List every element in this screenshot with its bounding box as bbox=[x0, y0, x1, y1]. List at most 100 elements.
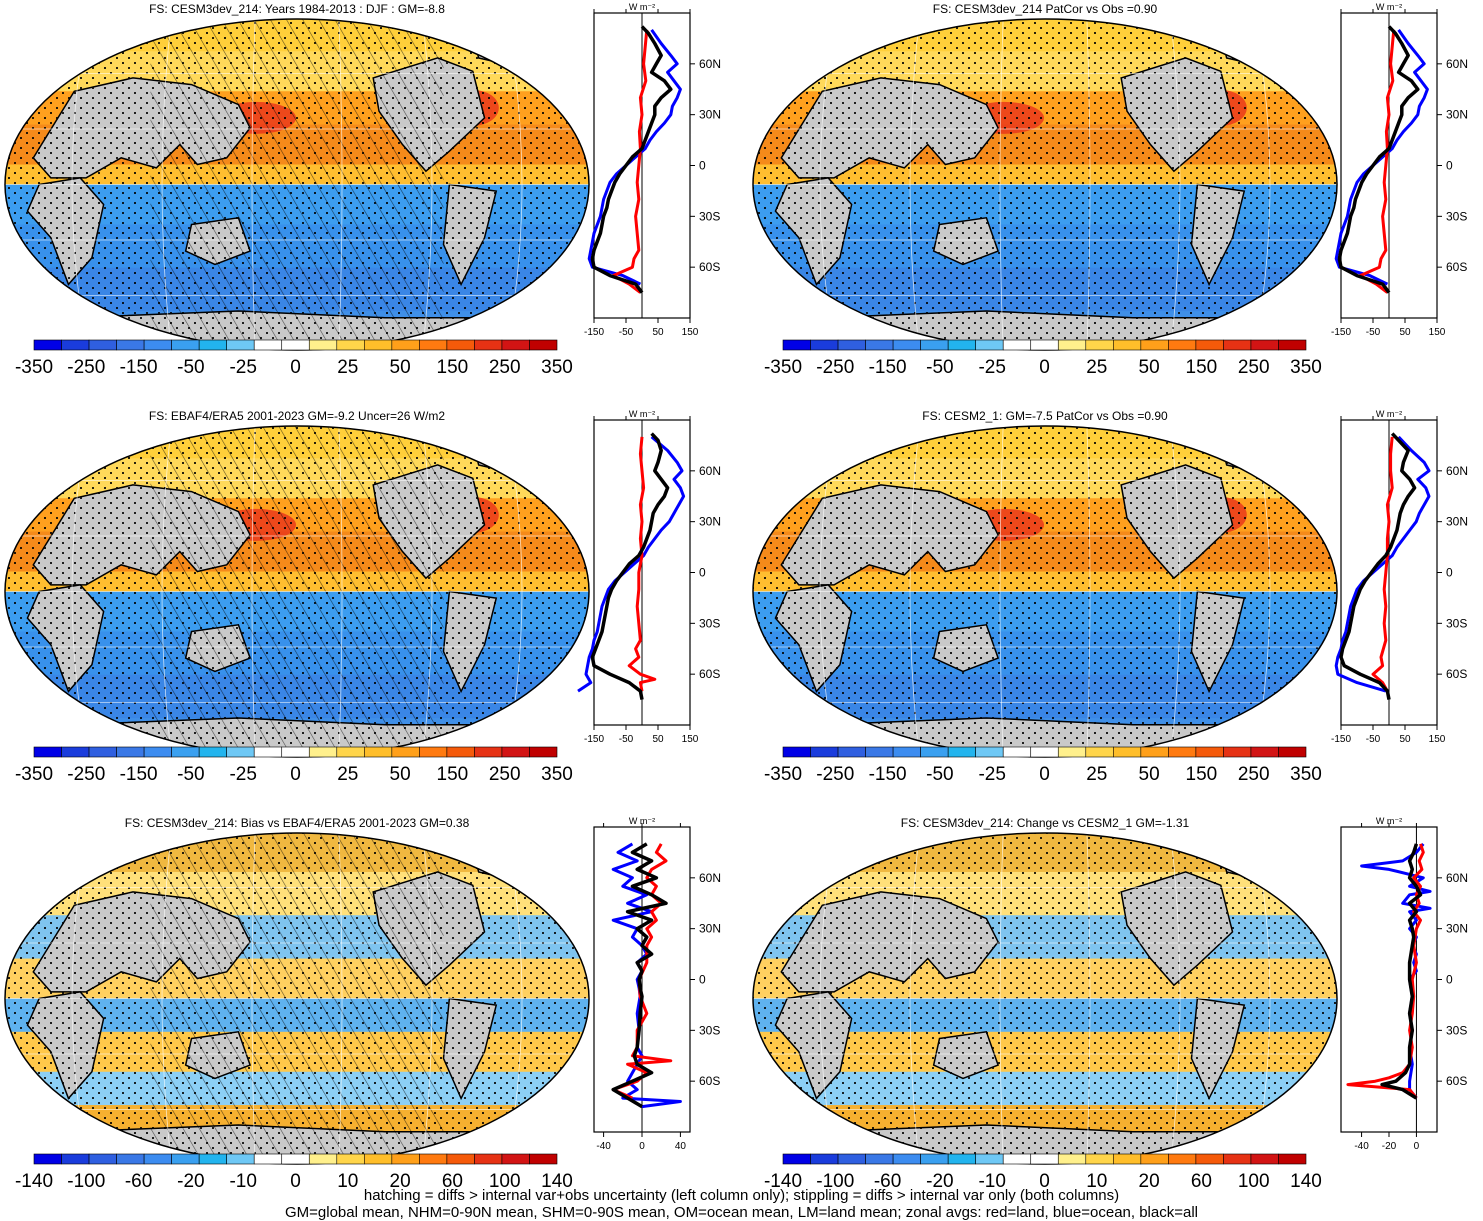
colorbar-label: 50 bbox=[390, 357, 411, 378]
colorbar-label: 20 bbox=[390, 1171, 411, 1192]
y-tick-label: 30S bbox=[1446, 1023, 1467, 1037]
colorbar-label: 350 bbox=[541, 764, 573, 785]
colorbar-label: 250 bbox=[489, 357, 521, 378]
colorbar-swatch bbox=[1057, 746, 1087, 758]
colorbar-swatch bbox=[364, 339, 393, 351]
colorbar-swatch bbox=[782, 746, 811, 758]
zonal-series-black bbox=[590, 432, 670, 700]
colorbar-swatch bbox=[501, 746, 530, 758]
colorbar-label: 20 bbox=[1139, 1171, 1160, 1192]
colorbar-swatch bbox=[865, 339, 894, 351]
colorbar-label: 0 bbox=[1039, 1171, 1050, 1192]
footer-legend-note: GM=global mean, NHM=0-90N mean, SHM=0-90… bbox=[284, 1204, 1198, 1221]
x-tick-label: 150 bbox=[1429, 734, 1446, 745]
colorbar-label: 0 bbox=[290, 1171, 301, 1192]
x-tick-label: 0 bbox=[639, 1141, 645, 1152]
colorbar-label: -50 bbox=[177, 764, 204, 785]
colorbar-swatch bbox=[143, 339, 172, 351]
graticule-line bbox=[1086, 426, 1091, 757]
colorbar-swatch bbox=[88, 1153, 117, 1165]
colorbar-label: -350 bbox=[15, 764, 53, 785]
footer-hatching-note: hatching = diffs > internal var+obs unce… bbox=[363, 1187, 1120, 1204]
colorbar-label: 150 bbox=[437, 357, 469, 378]
zonal-series-black bbox=[590, 25, 673, 294]
colorbar-swatch bbox=[1250, 746, 1279, 758]
colorbar-label: -50 bbox=[926, 764, 953, 785]
y-tick-label: 60S bbox=[699, 1074, 720, 1088]
graticule-line bbox=[999, 833, 1004, 1164]
y-tick-label: 60S bbox=[699, 667, 720, 681]
panel-title: FS: CESM2_1: GM=-7.5 PatCor vs Obs =0.90 bbox=[922, 409, 1168, 423]
colorbar-label: 140 bbox=[1290, 1171, 1322, 1192]
colorbar-swatch bbox=[281, 1153, 310, 1165]
colorbar-swatch bbox=[1168, 339, 1197, 351]
y-tick-label: 0 bbox=[699, 159, 706, 173]
x-tick-label: 150 bbox=[682, 327, 699, 338]
graticule-line bbox=[338, 19, 343, 350]
graticule-line bbox=[422, 19, 433, 350]
x-tick-label: -40 bbox=[596, 1141, 611, 1152]
zonal-series-red bbox=[1358, 29, 1396, 294]
colorbar-swatch bbox=[336, 746, 365, 758]
colorbar-swatch bbox=[1278, 1153, 1307, 1165]
colorbar-label: 25 bbox=[1086, 764, 1107, 785]
colorbar-label: -25 bbox=[229, 764, 256, 785]
y-tick-label: 30S bbox=[699, 209, 720, 223]
colorbar-label: -150 bbox=[120, 357, 158, 378]
colorbar-swatch bbox=[1195, 746, 1224, 758]
colorbar-label: 150 bbox=[437, 764, 469, 785]
y-tick-label: 60S bbox=[1446, 667, 1467, 681]
colorbar-swatch bbox=[419, 339, 448, 351]
colorbar-swatch bbox=[501, 1153, 530, 1165]
colorbar-swatch bbox=[529, 1153, 558, 1165]
colorbar-label: -250 bbox=[67, 764, 105, 785]
map-panel: FS: CESM3dev_214: Bias vs EBAF4/ERA5 200… bbox=[4, 816, 590, 1192]
y-tick-label: 30S bbox=[699, 1023, 720, 1037]
y-tick-label: 30N bbox=[699, 108, 721, 122]
zonal-series-red bbox=[1371, 436, 1394, 692]
colorbar-swatch bbox=[253, 339, 283, 351]
colorbar-swatch bbox=[975, 339, 1004, 351]
zonal-panel: W m⁻² -150 -50 50 150 60N 30N 0 30S 60S bbox=[577, 409, 721, 745]
colorbar-label: -140 bbox=[764, 1171, 802, 1192]
colorbar-label: -100 bbox=[67, 1171, 105, 1192]
colorbar-label: 0 bbox=[290, 357, 301, 378]
colorbar-swatch bbox=[308, 339, 338, 351]
graticule-line bbox=[338, 833, 343, 1164]
colorbar-swatch bbox=[975, 746, 1004, 758]
x-tick-label: -50 bbox=[1366, 734, 1381, 745]
colorbar-swatch bbox=[810, 746, 839, 758]
colorbar-swatch bbox=[226, 1153, 255, 1165]
colorbar-swatch bbox=[1140, 339, 1169, 351]
y-tick-label: 0 bbox=[699, 566, 706, 580]
zonal-series-black bbox=[611, 842, 668, 1109]
colorbar-swatch bbox=[391, 339, 420, 351]
colorbar-swatch bbox=[61, 339, 90, 351]
colorbar-swatch bbox=[61, 1153, 90, 1165]
graticule-line bbox=[1170, 833, 1181, 1164]
colorbar-label: 0 bbox=[1039, 357, 1050, 378]
colorbar-swatch bbox=[308, 746, 338, 758]
graticule-line bbox=[909, 833, 920, 1164]
colorbar-swatch bbox=[391, 1153, 420, 1165]
zonal-series-blue bbox=[577, 435, 686, 693]
colorbar-swatch bbox=[1250, 339, 1279, 351]
zonal-series-black bbox=[1339, 432, 1417, 700]
y-tick-label: 30S bbox=[1446, 209, 1467, 223]
colorbar-label: -20 bbox=[926, 1171, 953, 1192]
y-tick-label: 30N bbox=[1446, 108, 1468, 122]
colorbar-swatch bbox=[171, 339, 200, 351]
colorbar-swatch bbox=[336, 339, 365, 351]
y-tick-label: 30N bbox=[1446, 922, 1468, 936]
colorbar-swatch bbox=[1168, 746, 1197, 758]
colorbar-label: -100 bbox=[816, 1171, 854, 1192]
y-tick-label: 0 bbox=[1446, 159, 1453, 173]
colorbar-swatch bbox=[446, 339, 475, 351]
graticule-line bbox=[1170, 426, 1181, 757]
colorbar-swatch bbox=[837, 1153, 866, 1165]
colorbar-swatch bbox=[336, 1153, 365, 1165]
y-tick-label: 30S bbox=[699, 616, 720, 630]
colorbar-swatch bbox=[33, 1153, 62, 1165]
y-tick-label: 60N bbox=[699, 871, 721, 885]
